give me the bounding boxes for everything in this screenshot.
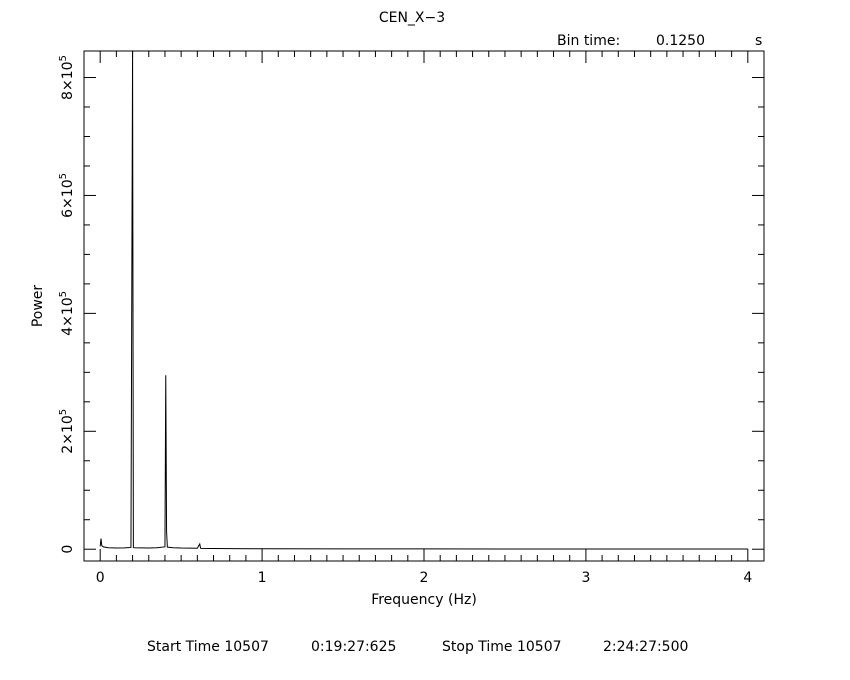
y-tick-label: 0 <box>60 545 76 554</box>
stop-time-value: 2:24:27:500 <box>603 639 688 655</box>
axis-tick-labels: 0 1 2 3 4 0 2×105 4×105 6×105 8×105 <box>58 55 752 586</box>
bin-time-label: Bin time: <box>557 33 620 49</box>
x-axis-label: Frequency (Hz) <box>371 592 477 608</box>
x-tick-label: 0 <box>96 570 105 586</box>
chart-title: CEN_X−3 <box>379 10 445 26</box>
bin-time-unit: s <box>755 33 762 49</box>
bin-time-value: 0.1250 <box>656 33 705 49</box>
stop-time-label: Stop Time 10507 <box>442 639 562 655</box>
x-tick-label: 1 <box>258 570 267 586</box>
x-tick-label: 4 <box>743 570 752 586</box>
axis-ticks <box>84 51 764 561</box>
y-tick-label: 8×105 <box>58 55 76 100</box>
start-time-value: 0:19:27:625 <box>311 639 396 655</box>
plot-frame <box>83 50 765 562</box>
start-time-label: Start Time 10507 <box>147 639 269 655</box>
y-axis-label: Power <box>30 285 46 328</box>
x-tick-label: 2 <box>420 570 429 586</box>
x-tick-label: 3 <box>581 570 590 586</box>
y-tick-label: 2×105 <box>58 409 76 454</box>
y-tick-label: 4×105 <box>58 291 76 336</box>
power-series-line <box>99 50 748 550</box>
y-tick-label: 6×105 <box>58 173 76 218</box>
